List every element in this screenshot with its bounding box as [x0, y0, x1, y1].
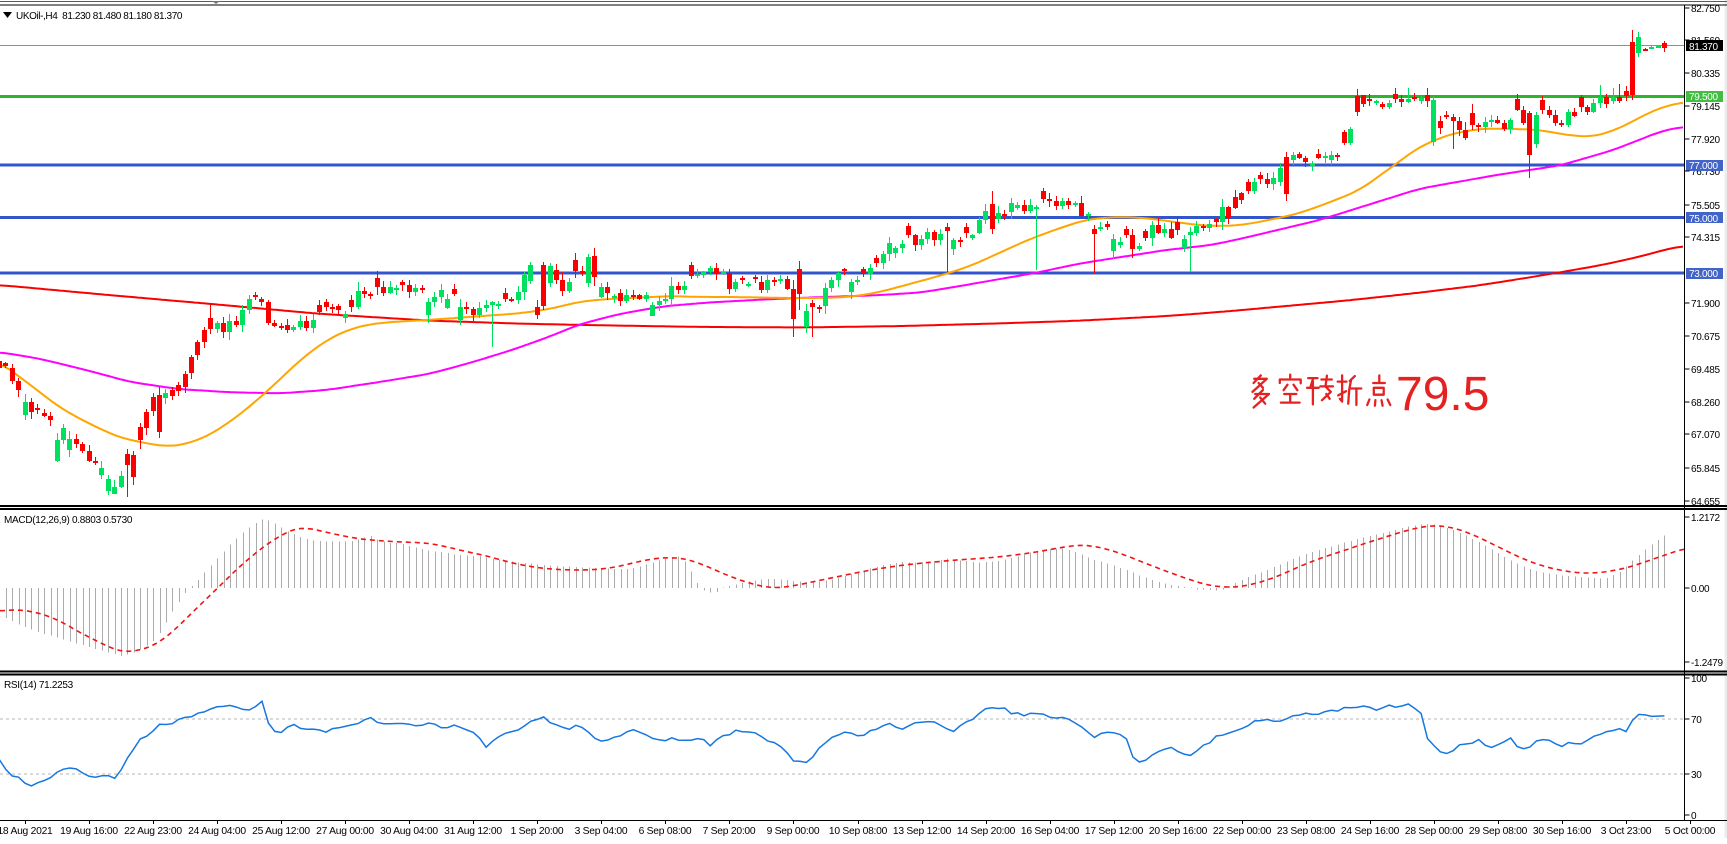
svg-text:24 Aug 04:00: 24 Aug 04:00 [188, 826, 246, 837]
svg-text:71.900: 71.900 [1691, 299, 1721, 310]
svg-text:22 Sep 00:00: 22 Sep 00:00 [1213, 826, 1272, 837]
svg-text:5 Oct 00:00: 5 Oct 00:00 [1665, 826, 1716, 837]
svg-text:70: 70 [1691, 715, 1702, 726]
svg-text:70.675: 70.675 [1691, 332, 1721, 343]
svg-text:76.730: 76.730 [1691, 167, 1721, 178]
svg-text:14 Sep 20:00: 14 Sep 20:00 [957, 826, 1016, 837]
svg-text:75.505: 75.505 [1691, 201, 1721, 212]
svg-text:7 Sep 20:00: 7 Sep 20:00 [703, 826, 756, 837]
svg-text:80.335: 80.335 [1691, 69, 1721, 80]
svg-text:17 Sep 12:00: 17 Sep 12:00 [1085, 826, 1144, 837]
svg-text:29 Sep 08:00: 29 Sep 08:00 [1469, 826, 1528, 837]
svg-text:68.260: 68.260 [1691, 398, 1721, 409]
svg-text:13 Sep 12:00: 13 Sep 12:00 [893, 826, 952, 837]
svg-text:25 Aug 12:00: 25 Aug 12:00 [252, 826, 310, 837]
svg-text:22 Aug 23:00: 22 Aug 23:00 [124, 826, 182, 837]
svg-text:27 Aug 00:00: 27 Aug 00:00 [316, 826, 374, 837]
svg-text:20 Sep 16:00: 20 Sep 16:00 [1149, 826, 1208, 837]
svg-text:0: 0 [1691, 811, 1697, 822]
svg-text:77.920: 77.920 [1691, 135, 1721, 146]
svg-text:30 Aug 04:00: 30 Aug 04:00 [380, 826, 438, 837]
svg-text:-1.2479: -1.2479 [1691, 658, 1724, 669]
svg-text:79.5: 79.5 [1396, 368, 1489, 421]
svg-text:73.000: 73.000 [1689, 269, 1719, 280]
svg-text:19 Aug 16:00: 19 Aug 16:00 [60, 826, 118, 837]
svg-text:24 Sep 16:00: 24 Sep 16:00 [1341, 826, 1400, 837]
svg-text:69.485: 69.485 [1691, 365, 1721, 376]
svg-text:100: 100 [1691, 674, 1708, 685]
svg-text:23 Sep 08:00: 23 Sep 08:00 [1277, 826, 1336, 837]
svg-text:82.750: 82.750 [1691, 4, 1721, 15]
svg-text:6 Sep 08:00: 6 Sep 08:00 [639, 826, 692, 837]
svg-text:28 Sep 00:00: 28 Sep 00:00 [1405, 826, 1464, 837]
svg-text:UKOil-,H4 81.230 81.480 81.18: UKOil-,H4 81.230 81.480 81.180 81.370 [16, 11, 183, 22]
svg-text:16 Sep 04:00: 16 Sep 04:00 [1021, 826, 1080, 837]
svg-text:31 Aug 12:00: 31 Aug 12:00 [444, 826, 502, 837]
svg-text:77.000: 77.000 [1689, 161, 1719, 172]
svg-text:3 Sep 04:00: 3 Sep 04:00 [575, 826, 628, 837]
svg-text:9 Sep 00:00: 9 Sep 00:00 [767, 826, 820, 837]
svg-text:64.655: 64.655 [1691, 497, 1721, 508]
svg-text:79.145: 79.145 [1691, 102, 1721, 113]
svg-text:RSI(14) 71.2253: RSI(14) 71.2253 [4, 680, 74, 691]
svg-text:65.845: 65.845 [1691, 464, 1721, 475]
svg-text:67.070: 67.070 [1691, 430, 1721, 441]
svg-text:30 Sep 16:00: 30 Sep 16:00 [1533, 826, 1592, 837]
svg-text:0.00: 0.00 [1691, 584, 1710, 595]
svg-text:18 Aug 2021: 18 Aug 2021 [0, 826, 53, 837]
svg-text:MACD(12,26,9) 0.8803 0.5730: MACD(12,26,9) 0.8803 0.5730 [4, 515, 133, 526]
svg-text:75.000: 75.000 [1689, 214, 1719, 225]
svg-text:1.2172: 1.2172 [1691, 513, 1721, 524]
svg-text:30: 30 [1691, 770, 1702, 781]
svg-text:1 Sep 20:00: 1 Sep 20:00 [511, 826, 564, 837]
svg-text:79.500: 79.500 [1689, 92, 1719, 103]
svg-text:81.370: 81.370 [1689, 42, 1719, 53]
svg-text:10 Sep 08:00: 10 Sep 08:00 [829, 826, 888, 837]
svg-text:74.315: 74.315 [1691, 233, 1721, 244]
svg-text:3 Oct 23:00: 3 Oct 23:00 [1601, 826, 1652, 837]
